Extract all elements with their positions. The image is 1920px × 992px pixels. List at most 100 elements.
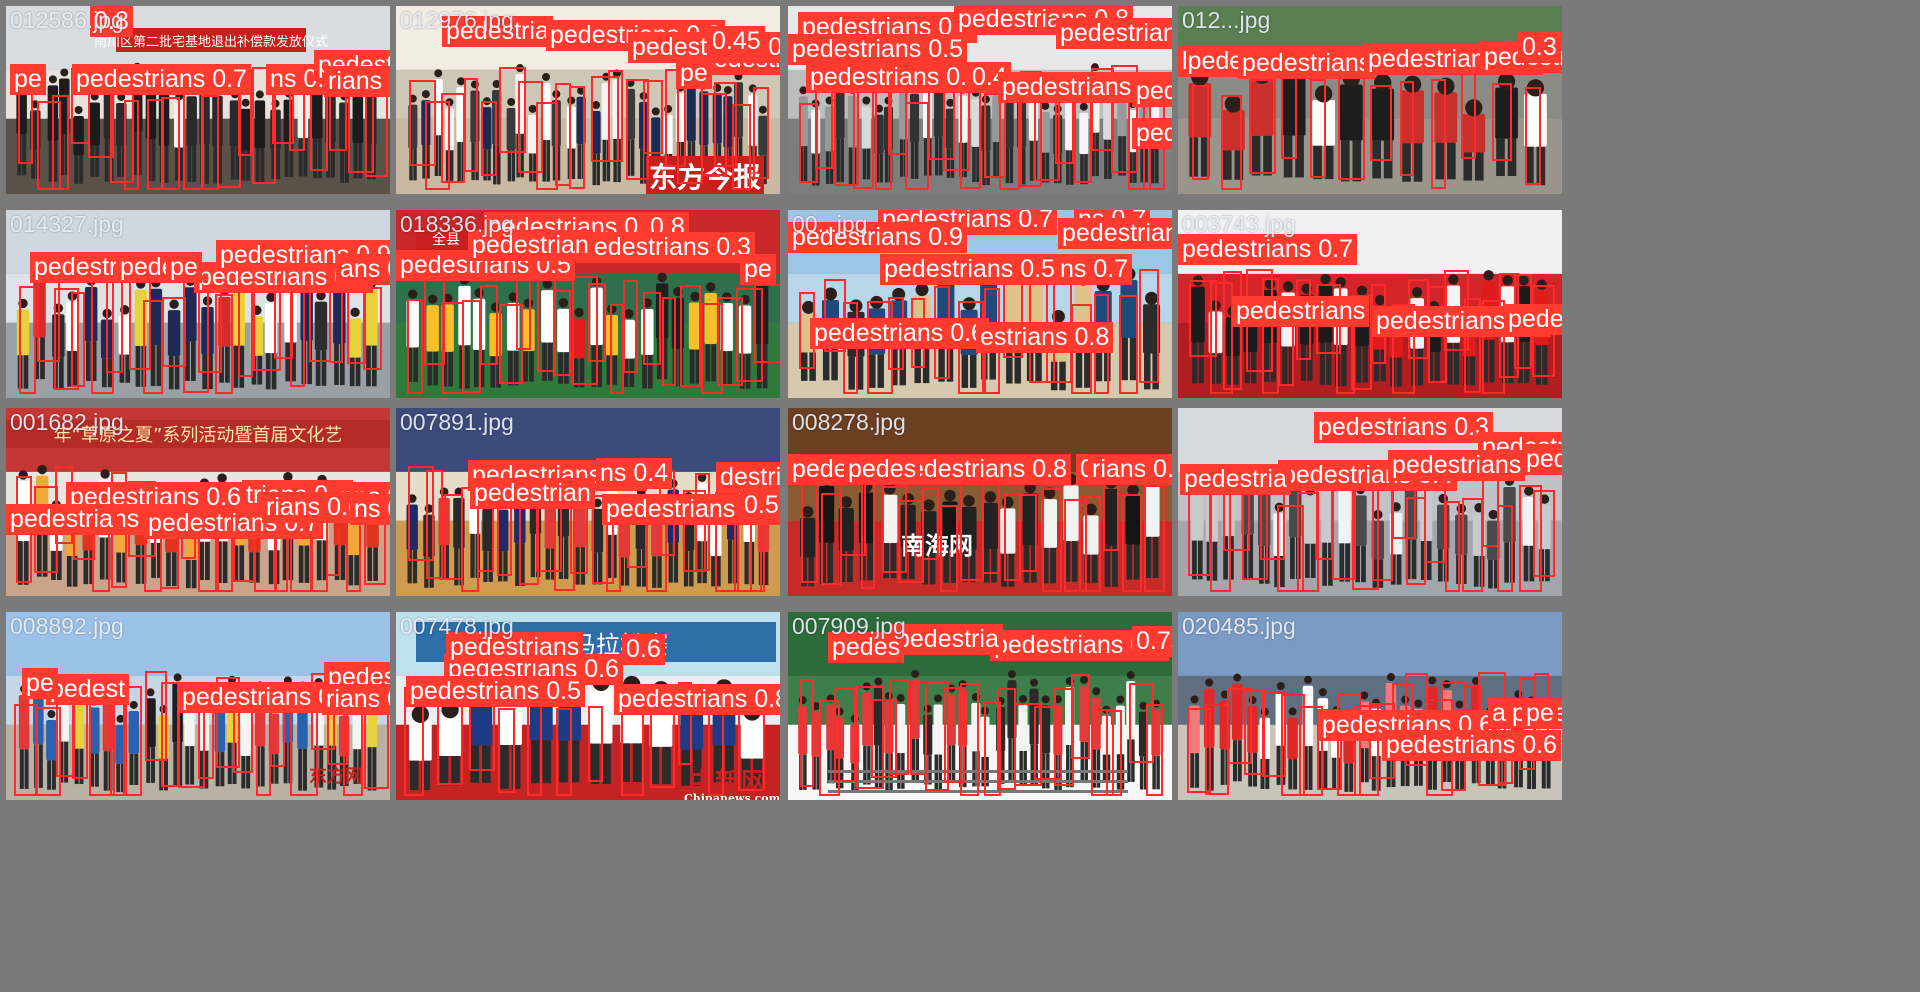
detection-box	[1372, 479, 1394, 581]
detection-box	[700, 303, 723, 394]
detection-label: pedestrians 0.5	[406, 676, 585, 707]
detection-box	[1492, 83, 1512, 162]
detection-label: pe	[10, 64, 46, 95]
detection-box	[328, 285, 344, 363]
detection-box	[536, 101, 559, 190]
detection-box	[252, 66, 277, 184]
detection-box	[623, 280, 638, 374]
detection-box	[363, 707, 389, 789]
detection-box	[216, 676, 241, 768]
detection-box	[944, 686, 966, 784]
photo	[788, 612, 1172, 800]
detection-box	[1351, 294, 1372, 391]
detection-box	[997, 688, 1017, 790]
detection-box	[924, 682, 949, 791]
detection-box	[754, 284, 780, 363]
detection-label: pedestria	[6, 504, 117, 535]
detection-label: 0.8	[90, 6, 133, 37]
detection-box	[752, 86, 769, 179]
detection-label: ans 0.9	[336, 254, 390, 285]
detection-label: pedestrians 0.3	[806, 62, 985, 93]
detection-label: pedestrians 0.5	[880, 254, 1059, 285]
detection-box	[1221, 94, 1242, 190]
detection-label: pedestria	[1180, 464, 1291, 495]
detection-box	[1310, 78, 1327, 178]
detection-box	[1128, 683, 1154, 764]
image-tile: 东方网 008892.jpg pedestrians 0.3 pedest pe pede…	[6, 612, 390, 800]
detection-box	[499, 66, 527, 154]
detection-label: 0.7s 0.78	[1132, 626, 1172, 657]
detection-box	[201, 94, 219, 190]
detection-box	[824, 278, 847, 352]
detection-box	[19, 286, 37, 394]
detection-box	[738, 704, 766, 791]
detection-box	[463, 77, 479, 172]
watermark: 中新网	[689, 768, 768, 798]
detection-box	[1204, 704, 1229, 795]
detection-box	[1074, 100, 1093, 183]
detection-box	[1461, 71, 1477, 160]
detection-box	[608, 70, 623, 163]
detection-label: pedestrian	[470, 478, 595, 509]
detection-box	[1020, 70, 1042, 187]
detection-box	[860, 469, 875, 590]
detection-box	[714, 81, 737, 167]
detection-box	[591, 76, 619, 163]
detection-box	[1481, 299, 1506, 394]
image-tile: 012...jpglpedestrians 0.7pedestrianspede…	[1178, 6, 1562, 194]
detection-label: rians 0.6	[262, 492, 366, 523]
detection-box	[52, 94, 69, 190]
detection-box	[1463, 298, 1482, 394]
detection-label: pedestrians	[1058, 218, 1172, 249]
detection-label: pedestrians 0.8	[1056, 18, 1172, 49]
detection-box	[922, 487, 939, 561]
detection-box	[732, 103, 751, 190]
scene-banner: 南川区第二批宅基地退出补偿款发放仪式	[94, 28, 328, 52]
detection-label: pedestrians	[1238, 48, 1376, 79]
detection-label: 0.3	[1518, 32, 1561, 63]
detection-box	[715, 492, 740, 592]
detection-label: destrians	[716, 462, 780, 493]
detection-box	[1070, 674, 1091, 759]
detection-label: pe	[740, 254, 776, 285]
detection-label: pedestrians 0.6	[1382, 730, 1561, 761]
detection-box	[1399, 80, 1414, 176]
image-tile: 全县 018336.jpg pedestrians 0.8 0.8 pedestrian…	[396, 210, 780, 398]
detection-box	[959, 476, 984, 582]
detection-box	[35, 707, 62, 796]
detection-box	[424, 101, 450, 190]
detection-box	[1014, 702, 1043, 786]
detection-box	[1223, 270, 1242, 391]
detection-label: 0.45	[708, 26, 765, 57]
detection-label: pedes	[1504, 304, 1562, 335]
detection-box	[1064, 498, 1087, 592]
detection-box	[1105, 709, 1123, 796]
detection-box	[1054, 688, 1075, 787]
detection-box	[871, 699, 897, 778]
detection-label: pedestrians 0.9	[788, 222, 967, 253]
detection-label: pedes	[844, 454, 921, 485]
detection-label: pedestrians 0.3	[1132, 118, 1172, 149]
detection-label: pedestria	[892, 624, 1003, 655]
detection-box	[309, 84, 328, 172]
detection-box	[1316, 708, 1343, 790]
detection-box	[1353, 705, 1380, 796]
detection-box	[708, 705, 725, 796]
detection-label: ns 0.7	[350, 494, 390, 525]
detection-box	[516, 277, 531, 350]
detection-label: pedestrians 0.5	[788, 34, 967, 65]
detection-label: pedestrians 0.3	[576, 232, 755, 263]
detection-label: pedestrian	[468, 230, 593, 261]
image-tile: 003743.jpg pedestrians 0.7 pedestrians pede…	[1178, 210, 1562, 398]
detection-box	[572, 276, 599, 386]
detection-label: estrians 0.8	[976, 322, 1114, 353]
detection-box	[142, 299, 164, 394]
detection-label: rians 0	[322, 684, 390, 715]
detection-box	[1533, 490, 1555, 578]
detection-label: pe	[676, 58, 712, 89]
detection-box	[1041, 487, 1062, 592]
detection-label: pedest	[46, 674, 130, 705]
detection-label: pe	[1522, 698, 1558, 729]
